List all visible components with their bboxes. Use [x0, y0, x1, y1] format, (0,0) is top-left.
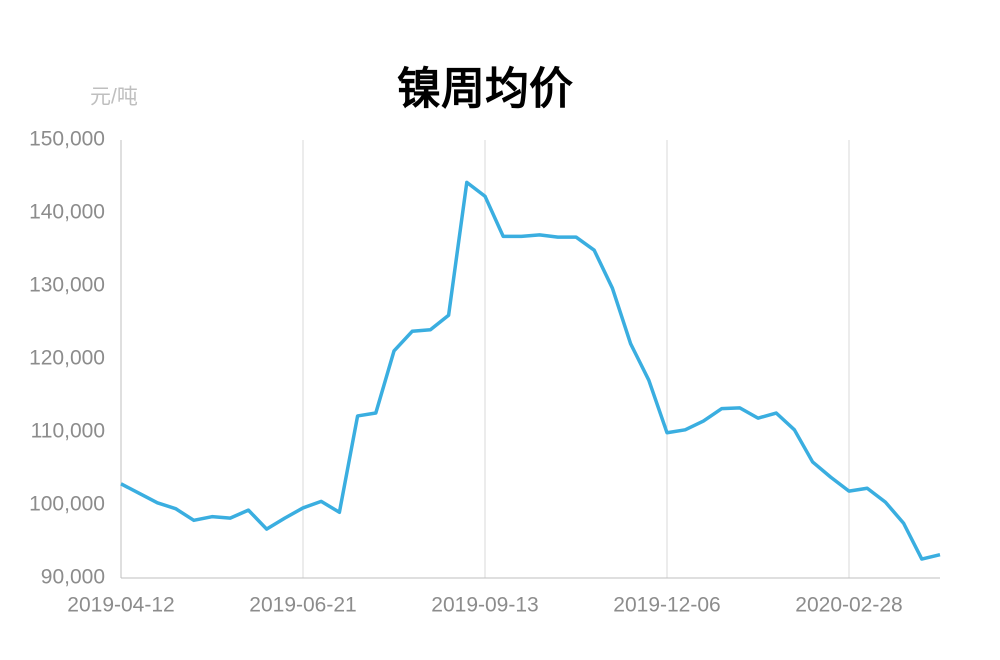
- x-tick-label: 2019-12-06: [613, 594, 720, 617]
- x-tick-label: 2019-09-13: [431, 594, 538, 617]
- x-tick-label: 2020-02-28: [795, 594, 902, 617]
- y-tick-label: 150,000: [29, 128, 105, 151]
- y-tick-label: 110,000: [31, 420, 105, 443]
- series-line: [120, 180, 941, 561]
- y-unit: 元/吨: [90, 86, 138, 109]
- y-tick-label: 140,000: [29, 201, 105, 224]
- chart-title: 镍周均价: [397, 65, 573, 114]
- y-tick-label: 100,000: [29, 493, 105, 516]
- x-tick-label: 2019-06-21: [249, 594, 356, 617]
- y-tick-label: 90,000: [41, 566, 105, 589]
- y-tick-label: 120,000: [29, 347, 105, 370]
- x-tick-label: 2019-04-12: [67, 594, 174, 617]
- y-tick-label: 130,000: [29, 274, 105, 297]
